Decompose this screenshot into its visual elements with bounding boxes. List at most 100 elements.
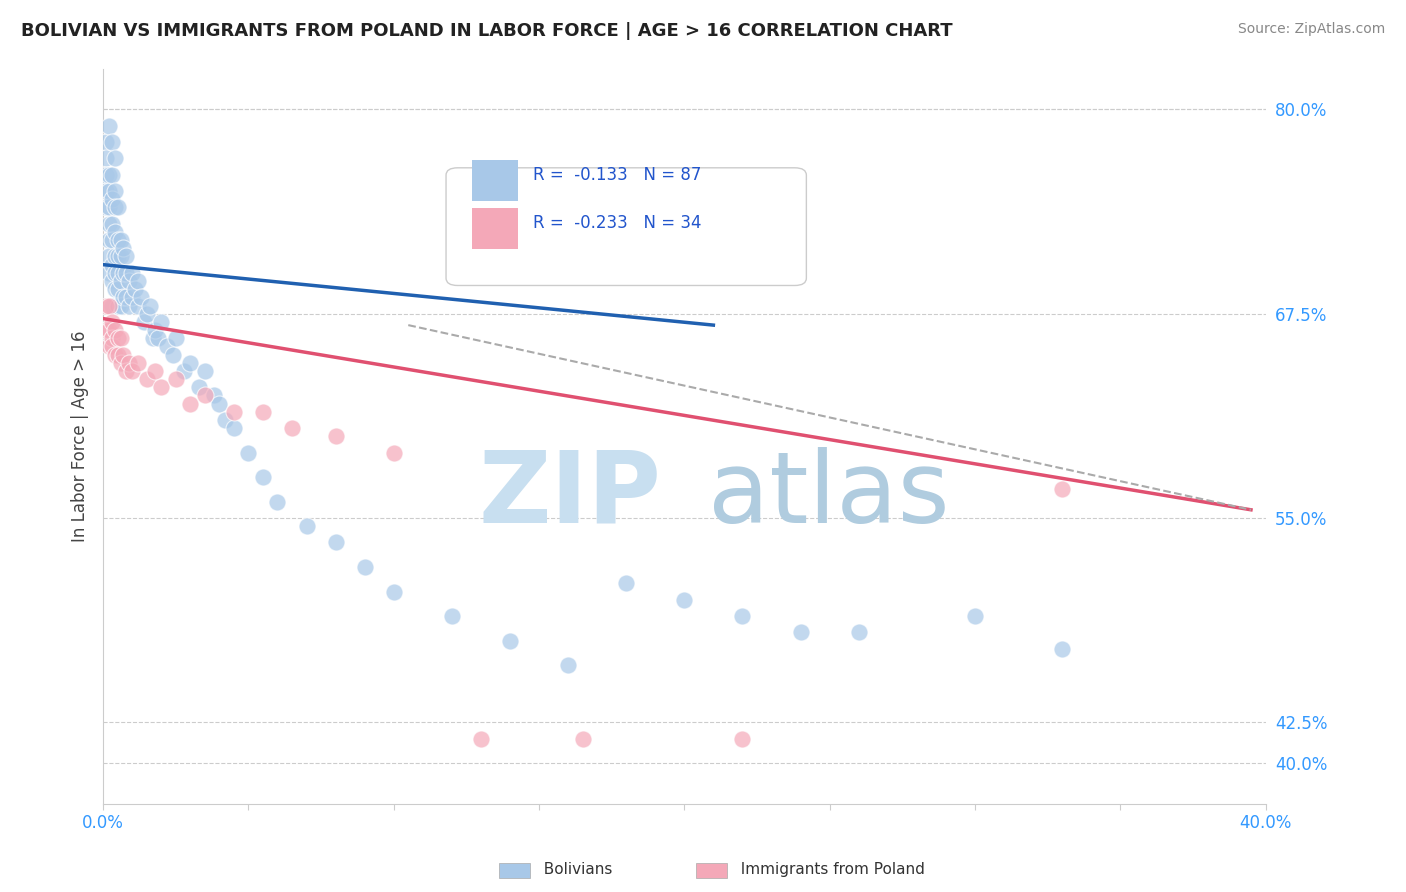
- Point: [104, 250, 127, 264]
- Point: [104, 184, 127, 198]
- Point: [94, 184, 117, 198]
- Point: [127, 274, 149, 288]
- Point: [162, 347, 184, 361]
- Point: [110, 356, 132, 370]
- Point: [138, 298, 160, 312]
- Point: [101, 258, 124, 272]
- Point: [115, 250, 138, 264]
- Point: [110, 298, 132, 312]
- Point: [104, 201, 127, 215]
- Point: [165, 331, 187, 345]
- Point: [188, 380, 211, 394]
- Point: [382, 584, 405, 599]
- Point: [238, 445, 260, 459]
- Point: [571, 731, 593, 746]
- Point: [110, 233, 132, 247]
- Text: R =  -0.233   N = 34: R = -0.233 N = 34: [533, 214, 702, 232]
- Point: [135, 372, 157, 386]
- Point: [97, 119, 120, 133]
- FancyBboxPatch shape: [446, 168, 807, 285]
- Point: [107, 298, 129, 312]
- Point: [94, 298, 117, 312]
- Bar: [471, 208, 517, 249]
- Point: [110, 250, 132, 264]
- Point: [614, 576, 637, 591]
- Point: [127, 298, 149, 312]
- Point: [132, 315, 155, 329]
- Point: [94, 323, 117, 337]
- Point: [110, 274, 132, 288]
- Point: [97, 298, 120, 312]
- Point: [97, 201, 120, 215]
- Point: [112, 347, 135, 361]
- Point: [353, 560, 375, 574]
- Text: ZIP: ZIP: [478, 447, 661, 543]
- Point: [150, 380, 173, 394]
- Point: [135, 307, 157, 321]
- Point: [325, 535, 347, 549]
- Point: [101, 315, 124, 329]
- Point: [97, 168, 120, 182]
- Point: [179, 396, 201, 410]
- Point: [107, 201, 129, 215]
- Point: [179, 356, 201, 370]
- Point: [107, 347, 129, 361]
- Point: [110, 331, 132, 345]
- Point: [112, 266, 135, 280]
- Point: [165, 372, 187, 386]
- Point: [222, 405, 245, 419]
- Y-axis label: In Labor Force | Age > 16: In Labor Force | Age > 16: [72, 331, 89, 542]
- Point: [141, 331, 163, 345]
- Point: [101, 298, 124, 312]
- Point: [104, 152, 127, 166]
- Point: [194, 364, 217, 378]
- Text: BOLIVIAN VS IMMIGRANTS FROM POLAND IN LABOR FORCE | AGE > 16 CORRELATION CHART: BOLIVIAN VS IMMIGRANTS FROM POLAND IN LA…: [21, 22, 953, 40]
- Point: [97, 250, 120, 264]
- Point: [121, 364, 143, 378]
- Point: [731, 609, 754, 624]
- Point: [121, 290, 143, 304]
- Point: [1050, 641, 1073, 656]
- Point: [104, 225, 127, 239]
- Text: Immigrants from Poland: Immigrants from Poland: [731, 863, 925, 877]
- Point: [470, 731, 492, 746]
- Point: [101, 217, 124, 231]
- Point: [101, 274, 124, 288]
- Point: [266, 494, 288, 508]
- Point: [963, 609, 986, 624]
- Point: [252, 405, 274, 419]
- Point: [222, 421, 245, 435]
- Point: [121, 266, 143, 280]
- Point: [107, 250, 129, 264]
- Point: [1050, 482, 1073, 496]
- Point: [101, 192, 124, 206]
- Point: [214, 413, 236, 427]
- Point: [281, 421, 304, 435]
- Point: [118, 274, 141, 288]
- Point: [150, 315, 173, 329]
- Point: [148, 331, 170, 345]
- Point: [173, 364, 195, 378]
- Point: [673, 592, 696, 607]
- Point: [118, 356, 141, 370]
- Point: [97, 266, 120, 280]
- Text: atlas: atlas: [707, 447, 949, 543]
- Point: [115, 290, 138, 304]
- Point: [115, 266, 138, 280]
- Point: [325, 429, 347, 443]
- Point: [295, 519, 318, 533]
- Text: Source: ZipAtlas.com: Source: ZipAtlas.com: [1237, 22, 1385, 37]
- Point: [145, 323, 167, 337]
- Point: [107, 331, 129, 345]
- Text: Bolivians: Bolivians: [534, 863, 613, 877]
- Point: [440, 609, 463, 624]
- Point: [97, 184, 120, 198]
- Point: [118, 298, 141, 312]
- Point: [382, 445, 405, 459]
- Point: [115, 364, 138, 378]
- Point: [97, 323, 120, 337]
- Point: [94, 152, 117, 166]
- Bar: [471, 161, 517, 201]
- Point: [97, 339, 120, 353]
- Point: [94, 201, 117, 215]
